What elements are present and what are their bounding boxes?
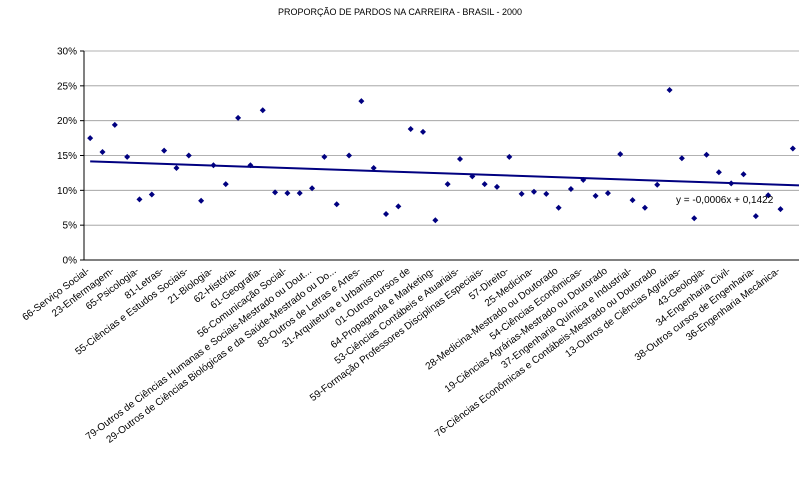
point — [284, 190, 291, 197]
point — [481, 181, 488, 188]
point — [530, 188, 537, 195]
point — [543, 190, 550, 197]
point — [185, 152, 192, 159]
point — [272, 189, 279, 196]
point — [765, 192, 772, 199]
point — [358, 98, 365, 105]
point — [99, 149, 106, 156]
point — [136, 196, 143, 203]
point — [222, 181, 229, 188]
point — [777, 206, 784, 213]
point — [456, 155, 463, 162]
point — [395, 203, 402, 210]
point — [567, 185, 574, 192]
point — [789, 145, 796, 152]
point — [420, 128, 427, 135]
point — [407, 126, 414, 133]
point — [641, 204, 648, 211]
trendline-equation: y = -0,0006x + 0,1422 — [676, 195, 774, 206]
point — [752, 213, 759, 220]
point — [321, 153, 328, 160]
point — [370, 165, 377, 172]
chart-title: PROPORÇÃO DE PARDOS NA CARREIRA - BRASIL… — [278, 7, 522, 17]
point — [124, 153, 131, 160]
point — [432, 217, 439, 224]
point — [604, 190, 611, 197]
point — [309, 185, 316, 192]
point — [444, 181, 451, 188]
point — [666, 87, 673, 94]
point — [148, 191, 155, 198]
y-tick-label: 0% — [63, 256, 78, 267]
point — [333, 201, 340, 208]
point — [617, 151, 624, 158]
point — [235, 114, 242, 121]
y-tick-label: 10% — [57, 186, 77, 197]
point — [555, 204, 562, 211]
point — [346, 152, 353, 159]
point — [506, 153, 513, 160]
point — [629, 197, 636, 204]
point — [493, 183, 500, 190]
point — [296, 190, 303, 197]
point — [161, 147, 168, 154]
point — [383, 211, 390, 218]
point — [703, 151, 710, 158]
y-tick-label: 25% — [57, 81, 77, 92]
point — [715, 169, 722, 176]
point — [518, 190, 525, 197]
point — [173, 165, 180, 172]
point — [740, 171, 747, 178]
point — [678, 155, 685, 162]
y-tick-label: 15% — [57, 151, 77, 162]
point — [592, 192, 599, 199]
trendline — [90, 160, 799, 187]
point — [87, 135, 94, 142]
point — [259, 107, 266, 114]
point — [111, 121, 118, 128]
y-tick-label: 20% — [57, 116, 77, 127]
point — [654, 181, 661, 188]
y-tick-label: 30% — [57, 47, 77, 58]
y-tick-label: 5% — [63, 221, 78, 232]
point — [198, 197, 205, 204]
point — [691, 215, 698, 222]
